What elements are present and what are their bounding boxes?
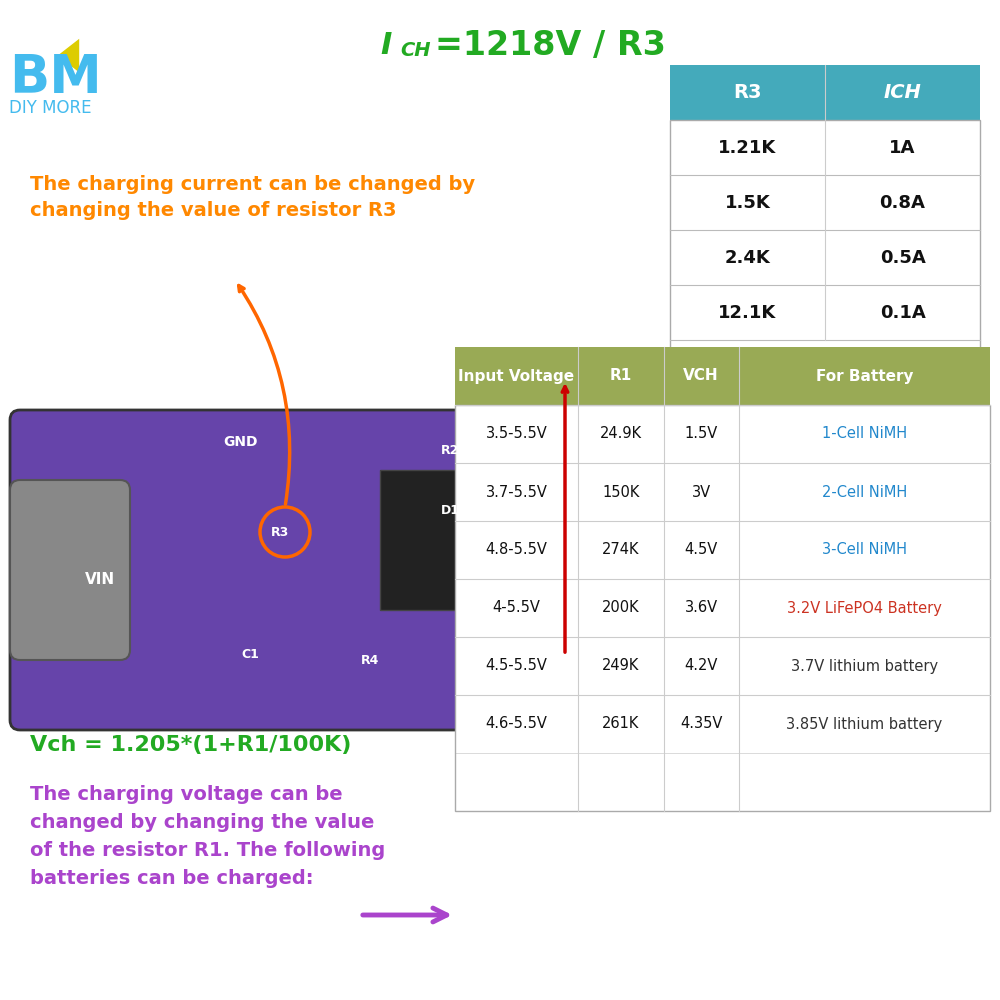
- Text: 1.5V: 1.5V: [684, 426, 718, 442]
- Text: 0.8A: 0.8A: [880, 194, 925, 212]
- Text: 4.5-5.5V: 4.5-5.5V: [486, 659, 547, 674]
- Text: 3.5-5.5V: 3.5-5.5V: [486, 426, 547, 442]
- Text: B +: B +: [805, 662, 835, 678]
- FancyBboxPatch shape: [380, 470, 520, 610]
- FancyBboxPatch shape: [455, 695, 990, 753]
- Text: R1: R1: [610, 368, 632, 383]
- Text: 150K: 150K: [602, 485, 640, 500]
- Text: 24.9K: 24.9K: [600, 426, 642, 442]
- Text: VCH: VCH: [683, 368, 719, 383]
- FancyBboxPatch shape: [455, 579, 990, 637]
- FancyBboxPatch shape: [10, 480, 130, 660]
- FancyBboxPatch shape: [670, 230, 980, 285]
- Text: 4.6-5.5V: 4.6-5.5V: [486, 716, 547, 732]
- Text: 2-Cell NiMH: 2-Cell NiMH: [822, 485, 907, 500]
- Text: 0.5A: 0.5A: [880, 249, 925, 267]
- Text: 3.6V: 3.6V: [685, 600, 718, 616]
- Polygon shape: [58, 39, 79, 72]
- Text: 200K: 200K: [602, 600, 640, 616]
- FancyBboxPatch shape: [670, 120, 980, 175]
- Text: CH: CH: [400, 41, 431, 60]
- Text: 0.1A: 0.1A: [880, 304, 925, 322]
- Text: C2: C2: [621, 598, 639, 611]
- Text: The charging current can be changed by
changing the value of resistor R3: The charging current can be changed by c…: [30, 175, 475, 221]
- Text: R4: R4: [361, 654, 379, 666]
- Text: BM: BM: [9, 52, 102, 104]
- Text: 4.8-5.5V: 4.8-5.5V: [486, 542, 547, 558]
- Text: R2: R2: [441, 444, 459, 456]
- Text: The charging voltage can be
changed by changing the value
of the resistor R1. Th: The charging voltage can be changed by c…: [30, 785, 385, 888]
- Text: GND: GND: [223, 435, 257, 449]
- Text: 3.2V LiFePO4 Battery: 3.2V LiFePO4 Battery: [787, 600, 942, 616]
- Text: Input Voltage: Input Voltage: [458, 368, 575, 383]
- Text: VIN: VIN: [85, 572, 115, 587]
- Text: Vch = 1.205*(1+R1/100K): Vch = 1.205*(1+R1/100K): [30, 735, 351, 755]
- Text: DIY MORE: DIY MORE: [9, 99, 92, 117]
- Text: B -: B -: [808, 448, 832, 462]
- FancyBboxPatch shape: [455, 405, 990, 463]
- Text: 3V: 3V: [692, 485, 711, 500]
- FancyBboxPatch shape: [455, 637, 990, 695]
- FancyBboxPatch shape: [670, 65, 980, 120]
- Text: 4.2V: 4.2V: [684, 659, 718, 674]
- Text: 4.35V: 4.35V: [680, 716, 722, 732]
- Text: 3.85V lithium battery: 3.85V lithium battery: [786, 716, 942, 732]
- Text: I: I: [380, 30, 391, 60]
- Text: C3: C3: [541, 504, 559, 516]
- Text: R3: R3: [733, 83, 762, 102]
- Text: 4-5.5V: 4-5.5V: [493, 600, 540, 616]
- FancyBboxPatch shape: [455, 521, 990, 579]
- Text: 3.7V lithium battery: 3.7V lithium battery: [791, 659, 938, 674]
- Text: D1: D1: [440, 504, 460, 516]
- Text: 1A: 1A: [889, 139, 916, 157]
- Text: 3-Cell NiMH: 3-Cell NiMH: [822, 542, 907, 558]
- Text: 1.21K: 1.21K: [718, 139, 777, 157]
- Text: 3.7-5.5V: 3.7-5.5V: [486, 485, 547, 500]
- Text: 12.1K: 12.1K: [718, 304, 777, 322]
- Text: 4.5V: 4.5V: [684, 542, 718, 558]
- Text: 1-Cell NiMH: 1-Cell NiMH: [822, 426, 907, 442]
- Text: C1: C1: [241, 648, 259, 662]
- Text: R3: R3: [271, 526, 289, 538]
- Text: R1: R1: [521, 639, 539, 652]
- FancyBboxPatch shape: [670, 285, 980, 340]
- Text: For Battery: For Battery: [816, 368, 913, 383]
- FancyBboxPatch shape: [670, 175, 980, 230]
- Text: 1.5K: 1.5K: [725, 194, 770, 212]
- Text: ICH: ICH: [884, 83, 921, 102]
- FancyBboxPatch shape: [455, 347, 990, 405]
- FancyBboxPatch shape: [455, 463, 990, 521]
- Text: 2.4K: 2.4K: [725, 249, 770, 267]
- Text: 249K: 249K: [602, 659, 640, 674]
- FancyBboxPatch shape: [10, 410, 970, 730]
- Text: =1218V / R3: =1218V / R3: [435, 28, 666, 62]
- Text: 261K: 261K: [602, 716, 640, 732]
- Text: 274K: 274K: [602, 542, 640, 558]
